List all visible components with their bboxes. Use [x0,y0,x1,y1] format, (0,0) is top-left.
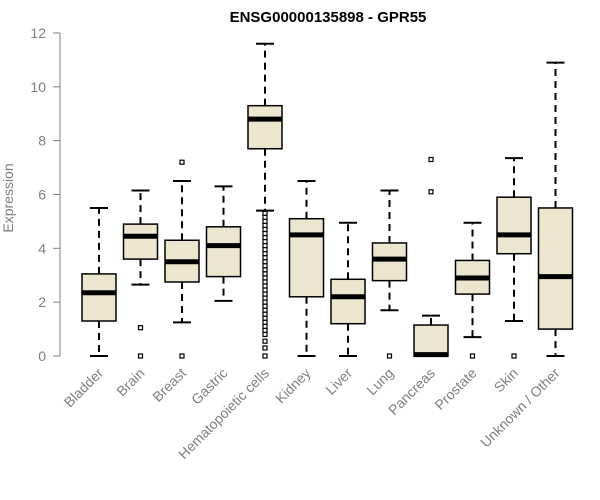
x-tick-label: Unknown / Other [477,365,563,451]
box-body [330,278,366,325]
box-body [247,104,283,150]
box-brain [122,189,159,359]
box-unknown-other [537,61,574,357]
box-body [413,324,449,357]
outlier-point [262,319,268,325]
outlier-point [262,279,268,285]
outlier-point [137,353,144,359]
x-tick-label: Breast [149,365,189,405]
outlier-point [262,303,268,309]
outlier-point [262,214,268,220]
outlier-point [262,275,268,281]
box-body [537,207,574,330]
outlier-point [469,353,476,359]
outlier-point [262,218,268,225]
outlier-point [262,226,268,233]
outlier-point [262,283,268,289]
box-body [81,273,117,322]
outlier-point [262,299,268,305]
outlier-point [428,156,434,163]
outlier-point [262,239,268,245]
outlier-point [262,234,268,241]
box-lung [371,189,408,359]
outlier-point [262,251,268,257]
box-body [371,242,408,282]
outlier-point [262,291,268,297]
outlier-point [262,338,268,344]
y-tick-label: 12 [30,25,46,41]
outlier-point [179,159,185,165]
x-tick-label: Brain [113,365,147,399]
y-tick-label: 6 [38,187,46,203]
y-tick-label: 0 [38,348,46,364]
x-tick-label: Prostate [431,365,479,413]
chart-title: ENSG00000135898 - GPR55 [230,9,427,26]
box-pancreas [413,156,449,358]
outlier-point [262,230,268,237]
outlier-point [262,315,268,321]
box-body [205,226,242,278]
outlier-point [262,327,268,334]
box-body [288,217,325,298]
x-tick-label: Kidney [272,365,314,407]
x-tick-label: Liver [322,365,355,398]
box-skin [496,157,532,359]
box-breast [164,159,200,359]
outlier-point [262,345,268,351]
outlier-point [137,325,144,331]
x-tick-label: Skin [491,365,522,396]
y-axis: 0 2 4 6 8 10 12 [30,25,61,364]
outlier-point [262,243,268,249]
y-tick-label: 4 [38,240,46,256]
outlier-point [262,323,268,329]
outlier-point [262,263,268,269]
outlier-point [262,331,268,338]
box-gastric [205,185,242,302]
box-liver [330,221,366,357]
outlier-point [262,287,268,293]
box-hematopoietic-cells [247,42,283,359]
y-tick-label: 2 [38,294,46,310]
box-body [496,196,532,255]
outlier-point [262,307,268,313]
outlier-point [262,271,268,277]
x-tick-label: Bladder [61,365,107,411]
outlier-point [386,353,393,359]
outlier-point [511,353,517,359]
y-axis-title: Expression [0,163,16,232]
box-bladder [81,206,117,357]
outlier-point [428,189,434,195]
y-tick-label: 8 [38,133,46,149]
outlier-point [262,353,268,359]
box-series [81,42,574,359]
box-kidney [288,180,325,357]
outlier-point [262,295,268,301]
outlier-point [262,255,268,261]
outlier-point [262,267,268,273]
outlier-point [179,353,185,359]
x-tick-label: Lung [363,365,396,398]
y-tick-label: 10 [30,79,46,95]
outlier-point [262,210,268,216]
outlier-point [262,259,268,265]
outlier-point [262,311,268,317]
box-body [122,223,159,260]
outlier-point [262,222,268,229]
box-prostate [454,221,491,359]
outlier-point [262,247,268,253]
